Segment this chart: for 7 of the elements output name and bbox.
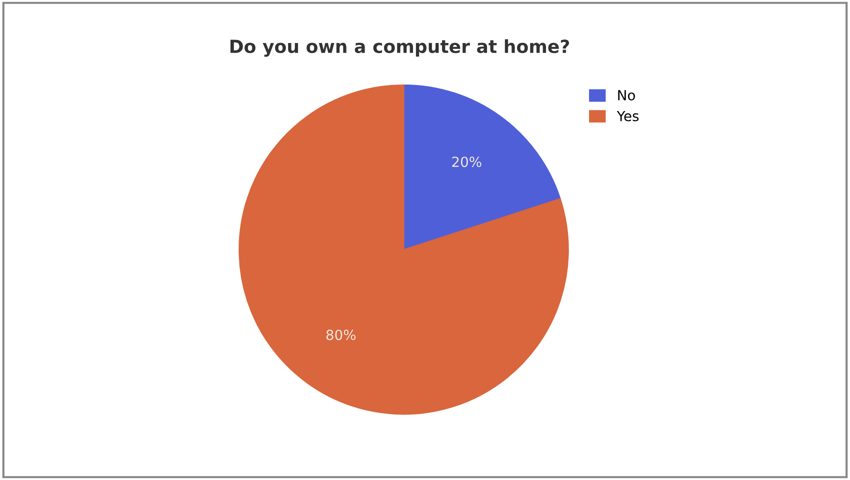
data-label: 20% <box>452 156 482 168</box>
pie-slice <box>238 84 569 415</box>
legend-label: No <box>618 90 635 100</box>
legend-label: Yes <box>616 110 639 122</box>
data-label: 80% <box>326 330 356 340</box>
pie-slice <box>403 84 561 250</box>
chart-title: Do you own a computer at home? <box>230 39 569 57</box>
